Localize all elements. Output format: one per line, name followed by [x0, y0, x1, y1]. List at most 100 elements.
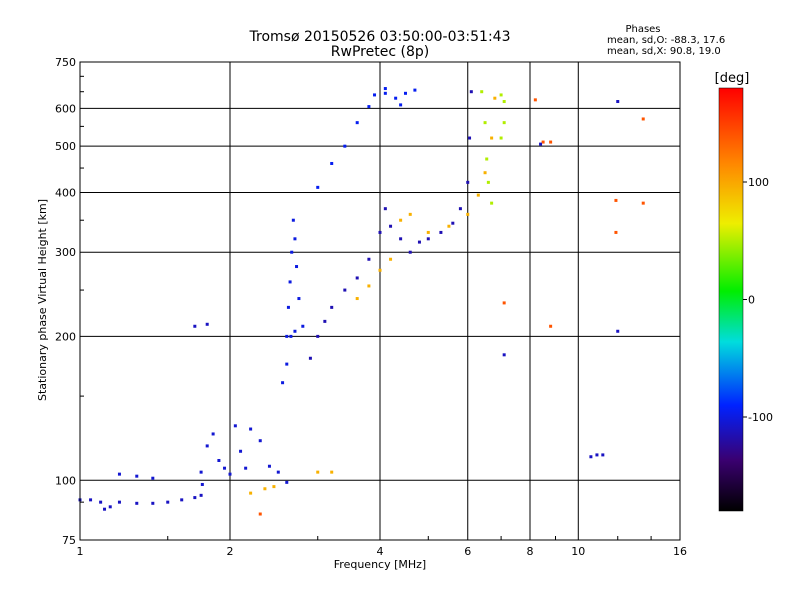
- data-point: [616, 100, 620, 104]
- data-point: [389, 257, 393, 261]
- data-point: [291, 218, 295, 222]
- data-point: [383, 91, 387, 95]
- data-point: [378, 268, 382, 272]
- data-point: [200, 482, 204, 486]
- colorbar: [718, 87, 744, 512]
- x-tick-label: 4: [377, 545, 384, 558]
- data-point: [228, 472, 232, 476]
- colorbar-label: [deg]: [715, 71, 750, 86]
- data-point: [290, 250, 294, 254]
- x-tick-label: 16: [673, 545, 687, 558]
- data-point: [399, 103, 403, 107]
- data-point: [466, 180, 470, 184]
- data-point: [549, 324, 553, 328]
- data-point: [199, 470, 203, 474]
- data-point: [469, 90, 473, 94]
- data-point: [343, 288, 347, 292]
- data-point: [533, 98, 537, 102]
- data-point: [108, 505, 112, 509]
- grid: [80, 62, 680, 540]
- data-point: [258, 512, 262, 516]
- data-point: [193, 324, 197, 328]
- data-point: [316, 334, 320, 338]
- data-point: [285, 334, 289, 338]
- data-point: [641, 201, 645, 205]
- data-point: [589, 455, 593, 459]
- data-point: [99, 500, 103, 504]
- data-point: [413, 88, 417, 92]
- data-point: [244, 466, 248, 470]
- x-tick-label: 1: [77, 545, 84, 558]
- data-point: [308, 356, 312, 360]
- phase-stats-o: mean, sd,O: -88.3, 17.6: [607, 35, 725, 46]
- y-tick-label: 400: [55, 186, 76, 199]
- data-point: [480, 90, 484, 94]
- data-point: [468, 136, 472, 140]
- data-point: [293, 329, 297, 333]
- y-tick-label: 75: [62, 534, 76, 547]
- data-point: [205, 322, 209, 326]
- y-tick-label: 100: [55, 474, 76, 487]
- y-tick-label: 200: [55, 330, 76, 343]
- data-point: [288, 280, 292, 284]
- chart-subtitle: RwPretec (8p): [331, 44, 429, 60]
- data-point: [439, 230, 443, 234]
- data-point: [451, 221, 455, 225]
- data-point: [267, 464, 271, 468]
- data-point: [323, 319, 327, 323]
- data-point: [285, 362, 289, 366]
- data-point: [367, 284, 371, 288]
- data-point: [399, 237, 403, 241]
- x-axis-label: Frequency [MHz]: [334, 558, 426, 571]
- data-point: [490, 201, 494, 205]
- data-point: [383, 207, 387, 211]
- data-point: [223, 466, 227, 470]
- data-point: [263, 487, 267, 491]
- data-point: [272, 485, 276, 489]
- data-point: [205, 444, 209, 448]
- x-tick-label: 8: [527, 545, 534, 558]
- data-point: [483, 121, 487, 125]
- data-point: [281, 381, 285, 385]
- data-point: [239, 449, 243, 453]
- data-point: [180, 498, 184, 502]
- data-point: [485, 157, 489, 161]
- data-point: [367, 105, 371, 109]
- data-point: [499, 136, 503, 140]
- data-point: [399, 218, 403, 222]
- data-point: [355, 121, 359, 125]
- data-point: [417, 240, 421, 244]
- data-point: [258, 439, 262, 443]
- data-point: [285, 480, 289, 484]
- data-point: [330, 161, 334, 165]
- data-point: [316, 470, 320, 474]
- plot-frame: [79, 61, 681, 541]
- data-points: [78, 87, 645, 516]
- data-point: [502, 353, 506, 357]
- data-point: [297, 297, 301, 301]
- data-point: [394, 96, 398, 100]
- data-point: [151, 501, 155, 505]
- data-point: [466, 212, 470, 216]
- data-point: [502, 100, 506, 104]
- data-point: [447, 224, 451, 228]
- colorbar-ticks: 100 0 -100: [743, 176, 773, 424]
- x-tick-label: 2: [227, 545, 234, 558]
- data-point: [135, 501, 139, 505]
- data-point: [289, 334, 293, 338]
- phase-stats-title: Phases: [625, 24, 660, 35]
- data-point: [539, 142, 543, 146]
- data-point: [316, 185, 320, 189]
- data-point: [601, 453, 605, 457]
- data-point: [117, 472, 121, 476]
- data-point: [616, 329, 620, 333]
- data-point: [367, 257, 371, 261]
- data-point: [151, 476, 155, 480]
- data-point: [499, 93, 503, 97]
- data-point: [490, 136, 494, 140]
- data-point: [483, 171, 487, 175]
- y-tick-label: 500: [55, 140, 76, 153]
- data-point: [295, 265, 299, 269]
- colorbar-tick-label: 0: [748, 294, 755, 307]
